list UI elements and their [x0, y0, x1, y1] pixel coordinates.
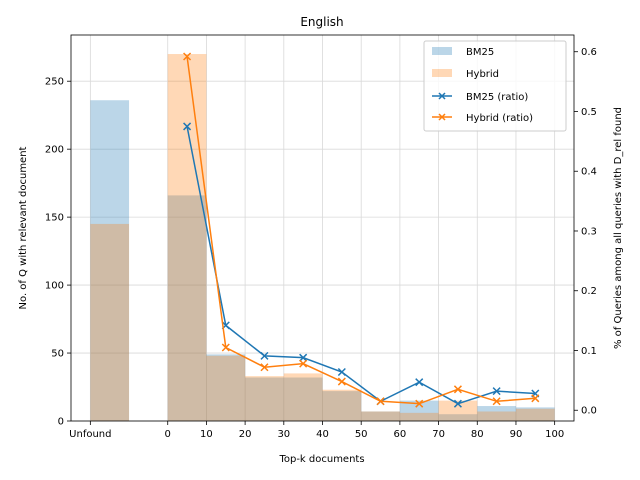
x-tick-label-0: Unfound — [69, 429, 111, 440]
bar-bm25-9 — [477, 406, 516, 421]
line-point-0-4 — [337, 367, 346, 377]
x-tick-label-8: 70 — [432, 429, 445, 440]
y-right-tick-label-4: 0.4 — [581, 167, 597, 178]
axes: Unfound 0 10 20 30 40 50 60 70 80 90 100 0 50 100 150 20… — [45, 34, 597, 440]
legend-label-bm25-ratio: BM25 (ratio) — [466, 92, 528, 103]
chart-title: English — [300, 15, 343, 29]
line-point-1-8 — [492, 397, 501, 406]
x-tick-label-7: 60 — [394, 429, 407, 440]
bar-hybrid-4 — [283, 373, 323, 421]
x-tick-label-10: 90 — [510, 429, 523, 440]
legend-swatch-hybrid — [432, 69, 452, 77]
bar-bm25-3 — [245, 377, 284, 421]
line-point-0-6 — [415, 378, 424, 387]
line-series-1 — [186, 56, 536, 405]
legend-label-bm25: BM25 — [466, 47, 494, 58]
bar-bm25-2 — [206, 354, 246, 421]
line-point-1-7 — [453, 385, 462, 394]
bar-hybrid-3 — [245, 376, 284, 421]
line-point-1-3 — [299, 359, 308, 368]
x-axis-label: Top-k documents — [278, 454, 364, 465]
line-point-1-9 — [531, 394, 540, 403]
x-tick-label-5: 40 — [316, 429, 329, 440]
line-point-0-8 — [492, 387, 501, 396]
y-right-tick-label-3: 0.3 — [581, 226, 597, 237]
legend-swatch-bm25 — [432, 47, 452, 55]
line-point-1-5 — [376, 397, 385, 406]
bar-hybrid-10 — [515, 408, 555, 421]
legend-box — [423, 40, 567, 132]
line-point-1-0 — [183, 52, 192, 61]
y-left-tick-label-1: 50 — [51, 349, 64, 360]
bar-bm25-0 — [90, 100, 130, 421]
bar-hybrid-5 — [322, 389, 362, 421]
x-tick-label-9: 80 — [471, 429, 484, 440]
x-tick-label-6: 50 — [355, 429, 368, 440]
line-point-1-2 — [260, 363, 269, 372]
line-point-0-2 — [260, 351, 269, 360]
legend-marker-hybrid-ratio — [438, 113, 446, 121]
y-left-tick-label-2: 100 — [45, 281, 64, 292]
bar-bm25-5 — [322, 391, 362, 421]
bar-hybrid-2 — [206, 355, 246, 421]
y-left-tick-label-5: 250 — [45, 77, 64, 88]
y-right-tick-label-0: 0.0 — [581, 406, 597, 417]
x-tick-label-1: 0 — [165, 429, 171, 440]
line-point-1-1 — [221, 343, 230, 352]
x-tick-label-4: 30 — [277, 429, 290, 440]
bar-bm25-10 — [515, 407, 555, 421]
line-series-0 — [186, 126, 536, 405]
legend-label-hybrid: Hybrid — [466, 69, 499, 80]
bar-bm25-4 — [283, 377, 323, 421]
bar-bm25-1 — [167, 195, 207, 421]
legend: BM25 Hybrid BM25 (ratio) Hybrid (ratio) — [423, 40, 567, 132]
y-axis-right-label: % of Queries among all queries with D_re… — [613, 107, 624, 349]
x-tick-label-2: 10 — [200, 429, 213, 440]
line-point-1-6 — [415, 399, 424, 408]
legend-label-hybrid-ratio: Hybrid (ratio) — [466, 113, 533, 124]
line-point-0-7 — [453, 399, 462, 408]
bar-bm25-6 — [361, 411, 400, 421]
ratio-lines — [183, 52, 540, 408]
line-point-0-0 — [183, 122, 192, 131]
bar-bm25-7 — [399, 400, 439, 421]
y-left-tick-label-4: 200 — [45, 145, 64, 156]
bars — [90, 54, 555, 421]
y-right-tick-label-1: 0.1 — [581, 346, 597, 357]
bar-hybrid-8 — [438, 400, 478, 421]
bar-hybrid-7 — [399, 412, 439, 421]
bar-hybrid-1 — [167, 54, 207, 421]
x-tick-label-3: 20 — [239, 429, 252, 440]
legend-marker-bm25-ratio — [438, 92, 446, 100]
line-point-0-3 — [299, 353, 308, 362]
y-left-tick-label-0: 0 — [58, 417, 64, 428]
y-right-tick-label-2: 0.2 — [581, 286, 597, 297]
y-axis-left-label: No. of Q with relevant document — [18, 146, 29, 309]
y-right-tick-label-5: 0.5 — [581, 107, 597, 118]
y-right-tick-label-6: 0.6 — [581, 47, 597, 58]
y-left-tick-label-3: 150 — [45, 213, 64, 224]
bar-bm25-8 — [438, 414, 478, 421]
line-point-1-4 — [337, 377, 346, 386]
bar-hybrid-9 — [477, 411, 516, 421]
x-tick-label-11: 100 — [545, 429, 564, 440]
bar-hybrid-0 — [90, 223, 130, 421]
bar-hybrid-6 — [361, 411, 400, 421]
